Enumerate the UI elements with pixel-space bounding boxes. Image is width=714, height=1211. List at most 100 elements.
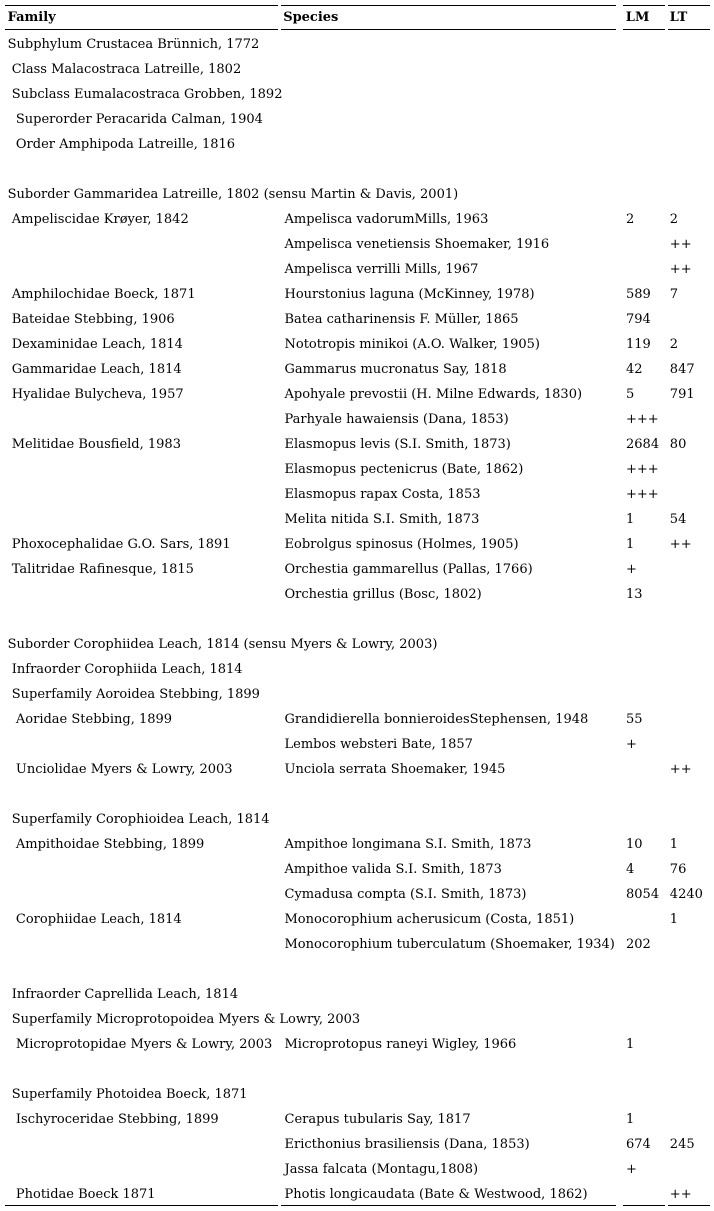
header-rule-lm-segment: [622, 28, 665, 31]
lm-count-cell: 1: [626, 1111, 635, 1127]
lt-count-cell: 80: [669, 436, 687, 452]
top-rule-lt-segment: [667, 4, 710, 7]
family-name-cell: Phoxocephalidae G.O. Sars, 1891: [11, 536, 231, 552]
lm-count-cell: +: [626, 561, 637, 577]
family-name-cell: Suborder Corophiidea Leach, 1814 (sensu …: [7, 636, 438, 652]
species-name-cell: Elasmopus pectenicrus (Bate, 1862): [284, 461, 524, 477]
lm-count-cell: 8054: [626, 886, 660, 902]
table-header-row: Family Species LM LT: [0, 6, 714, 29]
family-name-cell: Superfamily Aoroidea Stebbing, 1899: [11, 686, 260, 702]
species-name-cell: Nototropis minikoi (A.O. Walker, 1905): [284, 336, 540, 352]
species-name-cell: Elasmopus levis (S.I. Smith, 1873): [284, 436, 511, 452]
lt-count-cell: ++: [669, 261, 692, 277]
bottom-rule-lt-segment: [667, 1204, 710, 1207]
table-row: Gammaridae Leach, 1814 Gammarus mucronatu…: [0, 357, 714, 382]
species-name-cell: Ampithoe valida S.I. Smith, 1873: [284, 861, 502, 877]
table-row: Jassa falcata (Montagu,1808) +: [0, 1157, 714, 1182]
lt-count-cell: 1: [669, 836, 679, 852]
lt-count-cell: 2: [669, 211, 679, 227]
table-row: Cymadusa compta (S.I. Smith, 1873) 8054 42…: [0, 882, 714, 907]
family-name-cell: Aoridae Stebbing, 1899: [15, 711, 173, 727]
family-name-cell: Dexaminidae Leach, 1814: [11, 336, 183, 352]
table-row: Monocorophium tuberculatum (Shoemaker, 1…: [0, 932, 714, 957]
lt-count-cell: 791: [669, 386, 695, 402]
lm-count-cell: 5: [626, 386, 635, 402]
column-header-species: Species: [283, 10, 339, 26]
family-name-cell: Gammaridae Leach, 1814: [11, 361, 182, 377]
column-header-family: Family: [7, 10, 56, 26]
column-header-lm: LM: [625, 10, 650, 26]
header-rule-species-segment: [280, 28, 616, 31]
table-row: Talitridae Rafinesque, 1815 Orchestia gam…: [0, 557, 714, 582]
table-row: Ampithoe valida S.I. Smith, 1873 4 76: [0, 857, 714, 882]
table-row: Aoridae Stebbing, 1899 Grandidierella bon…: [0, 707, 714, 732]
table-row: Order Amphipoda Latreille, 1816: [0, 132, 714, 157]
family-name-cell: Subphylum Crustacea Brünnich, 1772: [7, 36, 260, 52]
lm-count-cell: 2684: [626, 436, 660, 452]
family-name-cell: Superfamily Microprotopoidea Myers & Low…: [11, 1011, 361, 1027]
lt-count-cell: 245: [669, 1136, 695, 1152]
species-name-cell: Ampelisca venetiensis Shoemaker, 1916: [284, 236, 550, 252]
lt-count-cell: 4240: [669, 886, 703, 902]
species-name-cell: Ampithoe longimana S.I. Smith, 1873: [284, 836, 532, 852]
species-name-cell: Batea catharinensis F. Müller, 1865: [284, 311, 519, 327]
family-name-cell: Ampithoidae Stebbing, 1899: [15, 836, 205, 852]
table-row: Corophiidae Leach, 1814 Monocorophium ach…: [0, 907, 714, 932]
species-name-cell: Orchestia gammarellus (Pallas, 1766): [284, 561, 533, 577]
lt-count-cell: ++: [669, 761, 692, 777]
table-spacer-row: [0, 607, 714, 632]
table-row: Ampelisca verrilli Mills, 1967 ++: [0, 257, 714, 282]
family-name-cell: Corophiidae Leach, 1814: [15, 911, 182, 927]
table-row: Lembos websteri Bate, 1857 +: [0, 732, 714, 757]
species-name-cell: Eobrolgus spinosus (Holmes, 1905): [284, 536, 519, 552]
bottom-rule-species-segment: [280, 1204, 616, 1207]
column-header-lt: LT: [669, 10, 688, 26]
top-rule-species-segment: [280, 4, 616, 7]
species-name-cell: Apohyale prevostii (H. Milne Edwards, 18…: [284, 386, 583, 402]
table-row: Superfamily Photoidea Boeck, 1871: [0, 1082, 714, 1107]
table-body: Subphylum Crustacea Brünnich, 1772 Class …: [0, 32, 714, 1207]
family-name-cell: Suborder Gammaridea Latreille, 1802 (sen…: [7, 186, 459, 202]
lt-count-cell: ++: [669, 1186, 692, 1202]
table-spacer-row: [0, 782, 714, 807]
lm-count-cell: 10: [626, 836, 643, 852]
bottom-rule-family-segment: [5, 1204, 278, 1207]
table-row: Melita nitida S.I. Smith, 1873 1 54: [0, 507, 714, 532]
table-row: Elasmopus pectenicrus (Bate, 1862) +++: [0, 457, 714, 482]
species-name-cell: Parhyale hawaiensis (Dana, 1853): [284, 411, 509, 427]
species-name-cell: Monocorophium acherusicum (Costa, 1851): [284, 911, 575, 927]
lm-count-cell: 4: [626, 861, 635, 877]
lm-count-cell: 794: [626, 311, 651, 327]
table-row: Dexaminidae Leach, 1814 Nototropis miniko…: [0, 332, 714, 357]
table-row: Ischyroceridae Stebbing, 1899 Cerapus tub…: [0, 1107, 714, 1132]
lm-count-cell: 119: [626, 336, 651, 352]
table-row: Superfamily Aoroidea Stebbing, 1899: [0, 682, 714, 707]
table-row: Parhyale hawaiensis (Dana, 1853) +++: [0, 407, 714, 432]
table-row: Suborder Corophiidea Leach, 1814 (sensu …: [0, 632, 714, 657]
species-name-cell: Grandidierella bonnieroidesStephensen, 1…: [284, 711, 589, 727]
lm-count-cell: 1: [626, 511, 635, 527]
table-row: Microprotopidae Myers & Lowry, 2003 Micro…: [0, 1032, 714, 1057]
family-name-cell: Infraorder Corophiida Leach, 1814: [11, 661, 243, 677]
lm-count-cell: +++: [626, 461, 659, 477]
table-row: Subclass Eumalacostraca Grobben, 1892: [0, 82, 714, 107]
lm-count-cell: +: [626, 1161, 637, 1177]
species-name-cell: Monocorophium tuberculatum (Shoemaker, 1…: [284, 936, 615, 952]
table-row: Ampithoidae Stebbing, 1899 Ampithoe longi…: [0, 832, 714, 857]
family-name-cell: Microprotopidae Myers & Lowry, 2003: [15, 1036, 273, 1052]
lt-count-cell: 2: [669, 336, 679, 352]
species-name-cell: Lembos websteri Bate, 1857: [284, 736, 473, 752]
bottom-rule-lm-segment: [622, 1204, 665, 1207]
species-name-cell: Ampelisca verrilli Mills, 1967: [284, 261, 479, 277]
lt-count-cell: ++: [669, 536, 692, 552]
lt-count-cell: ++: [669, 236, 692, 252]
table-row: Unciolidae Myers & Lowry, 2003 Unciola se…: [0, 757, 714, 782]
lm-count-cell: 202: [626, 936, 651, 952]
species-name-cell: Cymadusa compta (S.I. Smith, 1873): [284, 886, 527, 902]
lm-count-cell: +++: [626, 486, 659, 502]
lm-count-cell: 674: [626, 1136, 651, 1152]
species-name-cell: Unciola serrata Shoemaker, 1945: [284, 761, 506, 777]
lt-count-cell: 76: [669, 861, 687, 877]
table-row: Melitidae Bousfield, 1983 Elasmopus levis…: [0, 432, 714, 457]
